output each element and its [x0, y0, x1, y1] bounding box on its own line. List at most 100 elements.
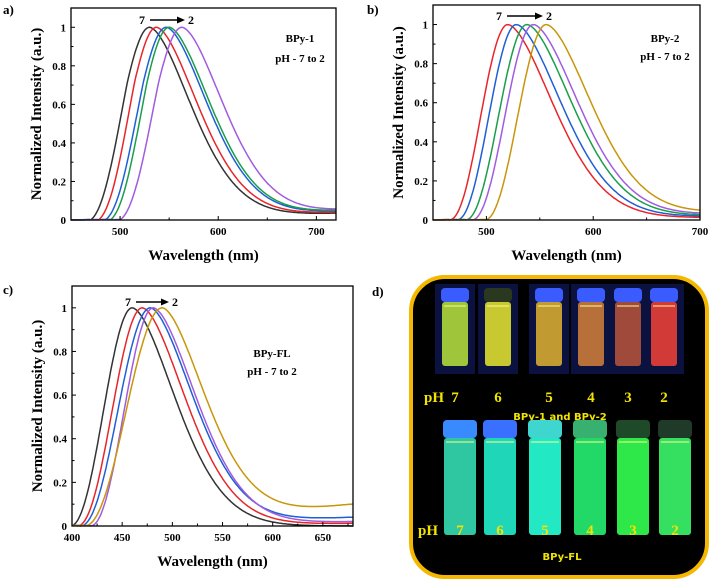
vial-body-ph-2 [651, 302, 677, 366]
series-line-ph-6 [71, 26, 337, 221]
ph-range-label: pH - 7 to 2 [247, 366, 297, 378]
plot-frame [432, 4, 701, 221]
y-tick-label: 0.2 [52, 176, 66, 188]
x-tick-label: 500 [112, 226, 129, 238]
chart-panel-c: c) 0 0.2 0.4 0.6 0.8 1 400 450 500 550 600 650 Wavele… [3, 282, 354, 570]
vial-body-ph-5 [536, 302, 562, 366]
ph-value-label: 7 [451, 390, 459, 406]
compound-label: BPy-1 [286, 33, 315, 45]
series-line-ph-5 [72, 307, 353, 527]
ph-value-label: 5 [541, 523, 549, 539]
vial-cap [658, 420, 692, 438]
shift-arrow-head [177, 16, 185, 24]
y-tick-label: 0.4 [414, 137, 428, 149]
shift-arrow-head [535, 12, 543, 20]
series-line-ph-4 [71, 26, 337, 221]
x-axis-title: Wavelength (nm) [511, 248, 621, 264]
panel-label: c) [3, 282, 13, 297]
x-tick-label: 450 [114, 532, 131, 544]
series-line-ph-7 [433, 23, 700, 221]
vial-body-ph-6 [484, 438, 516, 535]
vial-cap [573, 420, 607, 438]
ph-label: pH [424, 390, 444, 406]
y-tick-label: 1 [61, 22, 67, 34]
ph-label: pH [418, 523, 438, 539]
arrow-end-label: 2 [172, 295, 178, 309]
y-tick-label: 0.6 [414, 98, 428, 110]
ph-value-label: 4 [586, 523, 594, 539]
vial-cap [528, 420, 562, 438]
ph-range-label: pH - 7 to 2 [640, 51, 690, 63]
ph-value-label: 5 [545, 390, 553, 406]
vial-cap [650, 288, 678, 302]
photo-panel-d: d) 7 6 5 4 3 2 pH BPy-1 and BPy-2 7 6 5 4 3 2 pH BPy-FL [372, 275, 709, 579]
x-tick-label: 700 [308, 226, 325, 238]
vial-cap [484, 288, 512, 302]
ph-value-label: 7 [456, 523, 464, 539]
y-tick-label: 0 [423, 215, 429, 227]
y-axis-title: Normalized Intensity (a.u.) [30, 320, 46, 493]
arrow-end-label: 2 [188, 13, 194, 27]
vial-row-2: 7 6 5 4 3 2 pH BPy-FL [418, 420, 692, 563]
vial-cap [616, 420, 650, 438]
ph-value-label: 2 [660, 390, 668, 406]
vial-cap [614, 288, 642, 302]
y-tick-label: 0.8 [414, 59, 428, 71]
x-tick-label: 600 [210, 226, 227, 238]
y-tick-label: 0.8 [53, 346, 67, 358]
y-tick-label: 0.2 [414, 176, 428, 188]
x-tick-label: 500 [164, 532, 181, 544]
vial-cap [483, 420, 517, 438]
arrow-end-label: 2 [546, 9, 552, 23]
x-tick-label: 650 [315, 532, 332, 544]
vial-body-ph-4 [578, 302, 604, 366]
ph-value-label: 2 [671, 523, 679, 539]
vial-cap [443, 420, 477, 438]
y-tick-label: 0.6 [52, 99, 66, 111]
vial-body-ph-3 [615, 302, 641, 366]
ph-value-label: 3 [624, 390, 632, 406]
ph-range-label: pH - 7 to 2 [275, 53, 325, 65]
plot-frame [70, 7, 337, 221]
plot-frame [71, 285, 354, 527]
vial-body-ph-3 [617, 438, 649, 535]
x-tick-label: 600 [264, 532, 281, 544]
series-line-ph-5 [71, 26, 336, 221]
x-axis-title: Wavelength (nm) [157, 554, 267, 570]
x-tick-label: 550 [214, 532, 231, 544]
vial-body-ph-4 [574, 438, 606, 535]
series-line-ph-7 [71, 26, 337, 221]
vial-body-ph-5 [529, 438, 561, 535]
ph-value-label: 3 [629, 523, 637, 539]
y-tick-label: 0.8 [52, 61, 66, 73]
x-tick-label: 400 [64, 532, 81, 544]
series-group [71, 307, 354, 527]
chart-panel-a: a) 0 0.2 0.4 0.6 0.8 1 500 600 700 Wavelength (nm)… [3, 2, 337, 264]
panel-label: d) [372, 284, 384, 299]
series-line-ph-4 [72, 307, 353, 527]
y-tick-label: 1 [62, 303, 68, 315]
y-tick-label: 0.4 [53, 434, 67, 446]
arrow-start-label: 7 [125, 295, 131, 309]
ph-value-label: 6 [494, 390, 502, 406]
y-axis-title: Normalized Intensity (a.u.) [29, 28, 45, 201]
series-line-ph-6 [72, 307, 353, 527]
x-tick-label: 500 [478, 226, 495, 238]
ph-value-label: 4 [587, 390, 595, 406]
arrow-start-label: 7 [496, 9, 502, 23]
ph-value-label: 6 [496, 523, 504, 539]
y-tick-label: 1 [423, 20, 429, 32]
row-caption: BPy-FL [542, 552, 582, 563]
y-axis-title: Normalized Intensity (a.u.) [391, 26, 407, 199]
y-tick-label: 0 [62, 521, 68, 533]
vial-body-ph-2 [659, 438, 691, 535]
vial-cap [535, 288, 563, 302]
x-axis-title: Wavelength (nm) [148, 248, 258, 264]
compound-label: BPy-2 [651, 33, 680, 45]
series-line-ph-5 [433, 23, 701, 221]
vial-cap [577, 288, 605, 302]
vial-cap [441, 288, 469, 302]
compound-label: BPy-FL [253, 348, 290, 360]
y-tick-label: 0.2 [53, 477, 67, 489]
